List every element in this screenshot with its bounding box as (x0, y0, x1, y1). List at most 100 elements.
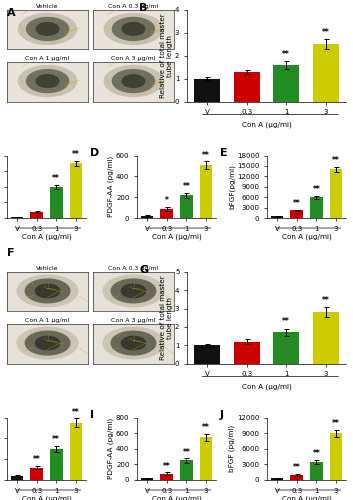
Text: **: ** (72, 150, 80, 160)
Ellipse shape (35, 284, 60, 298)
Ellipse shape (18, 66, 77, 96)
Text: **: ** (312, 449, 320, 458)
Bar (273, 65, 299, 102)
Text: Con A (μg/ml): Con A (μg/ml) (152, 496, 201, 500)
Bar (11, 217, 23, 218)
Text: J: J (220, 410, 224, 420)
Text: **: ** (183, 182, 190, 191)
Bar (141, 478, 154, 480)
Ellipse shape (103, 275, 164, 306)
Bar (30, 212, 43, 218)
Text: G: G (139, 264, 148, 274)
Bar (313, 312, 339, 364)
Y-axis label: PDGF-AA (pg/ml): PDGF-AA (pg/ml) (107, 418, 114, 480)
Bar (70, 422, 82, 480)
Y-axis label: Relative of total master
tube length: Relative of total master tube length (160, 276, 173, 360)
Bar (234, 72, 259, 102)
Text: **: ** (282, 50, 290, 58)
Ellipse shape (122, 75, 145, 88)
Text: F: F (7, 248, 14, 258)
Text: **: ** (33, 456, 41, 464)
Y-axis label: bFGF (pg/ml): bFGF (pg/ml) (228, 425, 235, 472)
Ellipse shape (112, 70, 155, 92)
Bar (11, 476, 23, 480)
Text: **: ** (202, 150, 210, 160)
Bar (310, 197, 323, 218)
Bar (234, 342, 259, 363)
Text: Con A (μg/ml): Con A (μg/ml) (282, 234, 331, 240)
Text: **: ** (282, 318, 290, 326)
Bar (313, 44, 339, 102)
Bar (273, 332, 299, 364)
Y-axis label: bFGF(pg/ml): bFGF(pg/ml) (228, 164, 235, 209)
Ellipse shape (26, 70, 68, 92)
Text: E: E (220, 148, 227, 158)
Text: **: ** (293, 464, 301, 472)
Title: Con A 1 μg/ml: Con A 1 μg/ml (25, 56, 70, 62)
Title: Vehicle: Vehicle (36, 4, 59, 10)
Text: B: B (139, 2, 148, 12)
Bar (70, 164, 82, 218)
Text: Con A (μg/ml): Con A (μg/ml) (152, 234, 201, 240)
Text: **: ** (312, 185, 320, 194)
Text: **: ** (322, 28, 330, 37)
Ellipse shape (111, 279, 156, 303)
Text: **: ** (72, 408, 80, 417)
Title: Con A 1 μg/ml: Con A 1 μg/ml (25, 318, 70, 324)
Bar (194, 346, 220, 364)
Title: Con A 3 μg/ml: Con A 3 μg/ml (111, 318, 156, 324)
Ellipse shape (122, 22, 145, 36)
Bar (30, 468, 43, 480)
Ellipse shape (17, 328, 78, 359)
Bar (310, 462, 323, 480)
Bar (330, 433, 342, 480)
Title: Vehicle: Vehicle (36, 266, 59, 272)
Ellipse shape (104, 14, 163, 44)
Bar (160, 208, 173, 218)
Ellipse shape (121, 336, 145, 350)
Ellipse shape (112, 18, 155, 40)
Text: *: * (165, 196, 169, 205)
Bar (290, 475, 303, 480)
Ellipse shape (25, 279, 70, 303)
Text: Con A (μg/ml): Con A (μg/ml) (22, 234, 71, 240)
Text: **: ** (332, 419, 340, 428)
Text: **: ** (52, 174, 60, 184)
Bar (194, 78, 220, 102)
Text: D: D (90, 148, 99, 158)
Text: **: ** (163, 462, 170, 471)
Ellipse shape (104, 66, 163, 96)
Text: **: ** (52, 435, 60, 444)
Bar (271, 216, 283, 218)
Text: **: ** (293, 199, 301, 208)
Text: I: I (90, 410, 94, 420)
Ellipse shape (121, 284, 145, 298)
Text: Con A (μg/ml): Con A (μg/ml) (241, 384, 291, 390)
Title: Con A 0.3 μg/ml: Con A 0.3 μg/ml (108, 4, 158, 10)
Ellipse shape (35, 336, 60, 350)
Ellipse shape (103, 328, 164, 359)
Bar (199, 437, 212, 480)
Text: **: ** (202, 423, 210, 432)
Text: **: ** (332, 156, 340, 166)
Y-axis label: PDGF-AA (pg/ml): PDGF-AA (pg/ml) (107, 156, 114, 218)
Ellipse shape (36, 75, 59, 88)
Ellipse shape (25, 331, 70, 355)
Text: Con A (μg/ml): Con A (μg/ml) (241, 122, 291, 128)
Text: Con A (μg/ml): Con A (μg/ml) (282, 496, 331, 500)
Text: Con A (μg/ml): Con A (μg/ml) (22, 496, 71, 500)
Bar (50, 187, 63, 218)
Bar (199, 165, 212, 218)
Bar (160, 474, 173, 480)
Bar (290, 210, 303, 218)
Bar (180, 460, 193, 480)
Bar (330, 170, 342, 218)
Bar (50, 449, 63, 480)
Ellipse shape (26, 18, 68, 40)
Ellipse shape (18, 14, 77, 44)
Bar (180, 195, 193, 218)
Text: **: ** (183, 448, 190, 456)
Ellipse shape (111, 331, 156, 355)
Ellipse shape (36, 22, 59, 36)
Y-axis label: Relative of total master
tube length: Relative of total master tube length (160, 14, 173, 98)
